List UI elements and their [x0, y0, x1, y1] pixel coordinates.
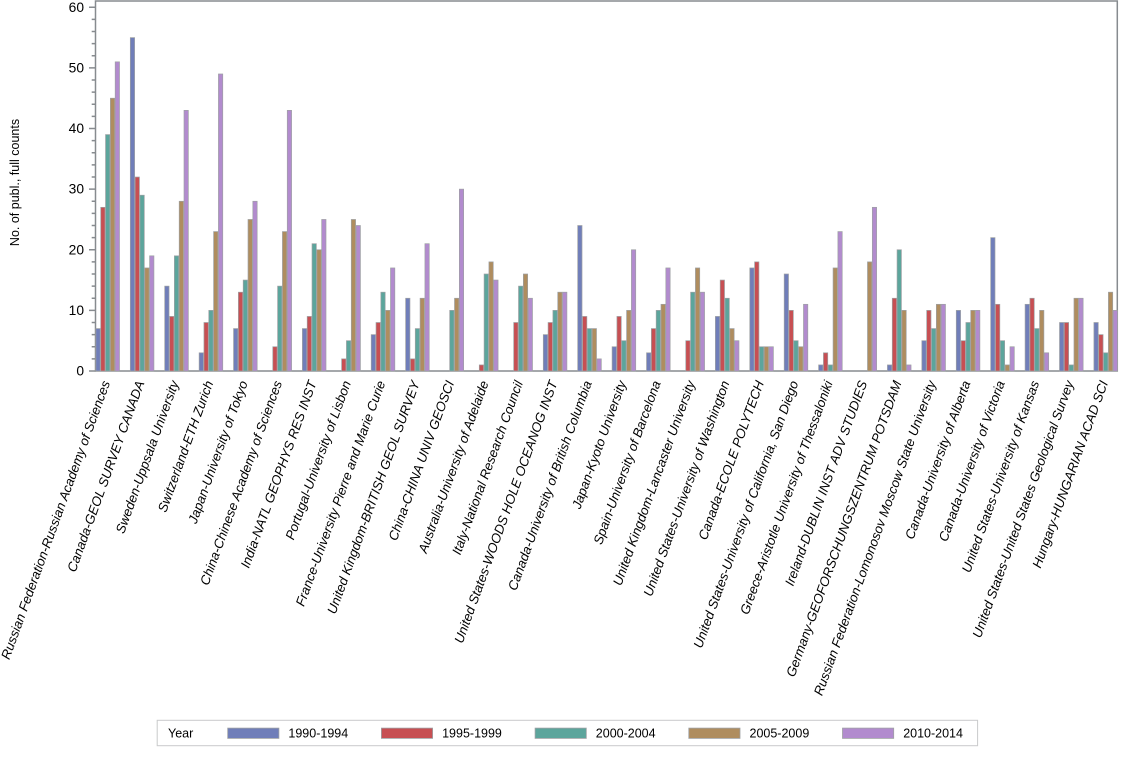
svg-text:2005-2009: 2005-2009	[750, 727, 810, 741]
svg-text:50: 50	[69, 60, 85, 75]
svg-text:2010-2014: 2010-2014	[903, 727, 963, 741]
svg-text:40: 40	[69, 121, 85, 136]
svg-text:10: 10	[69, 303, 85, 318]
svg-text:1990-1994: 1990-1994	[288, 727, 348, 741]
svg-text:20: 20	[69, 242, 85, 257]
svg-text:60: 60	[69, 0, 85, 15]
svg-text:Year: Year	[168, 727, 193, 741]
svg-text:0: 0	[76, 364, 84, 379]
svg-text:No. of publ., full counts: No. of publ., full counts	[8, 119, 22, 246]
svg-text:1995-1999: 1995-1999	[442, 727, 502, 741]
svg-text:30: 30	[69, 182, 85, 197]
svg-text:2000-2004: 2000-2004	[596, 727, 656, 741]
